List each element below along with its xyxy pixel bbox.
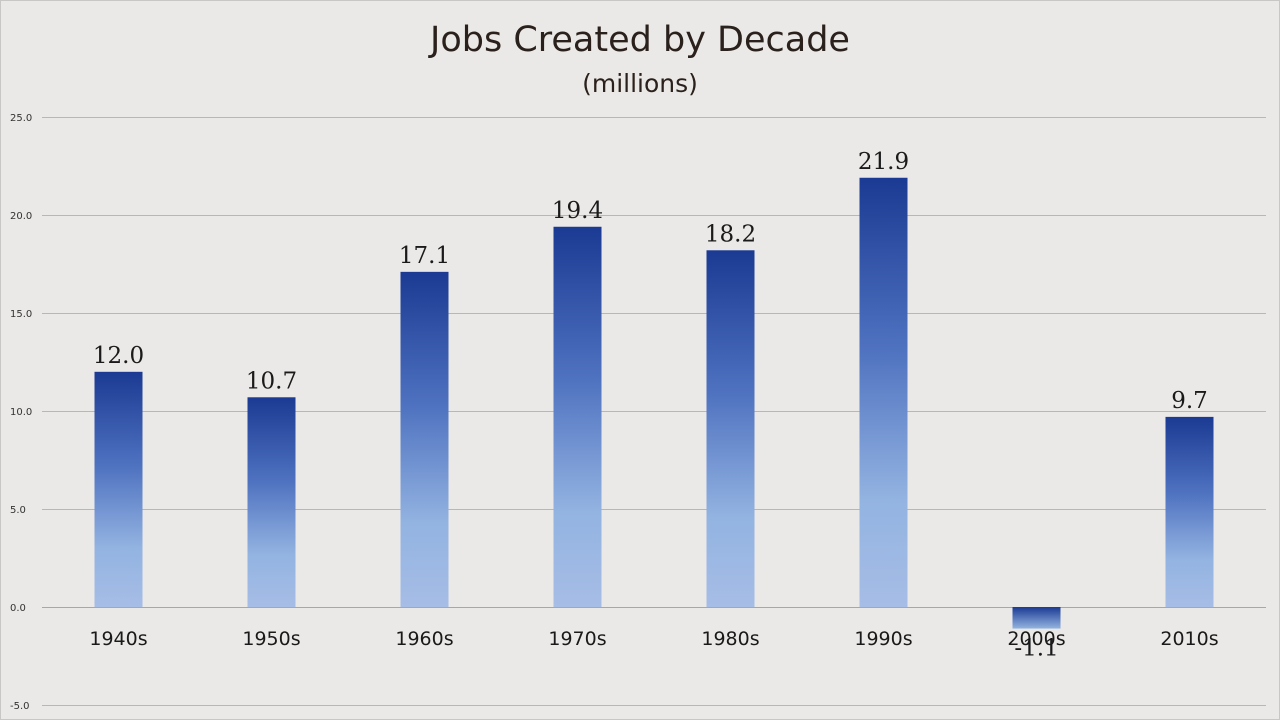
data-label-2010s: 9.7 [1171, 388, 1208, 414]
bars [94, 177, 1214, 629]
x-tick-label-1980s: 1980s [701, 628, 759, 650]
data-label-1980s: 18.2 [705, 221, 756, 247]
y-tick-label: 25.0 [10, 113, 32, 124]
x-tick-label-1970s: 1970s [548, 628, 606, 650]
gridlines [42, 117, 1266, 706]
data-label-1950s: 10.7 [246, 368, 297, 394]
data-labels: 12.0 10.7 17.1 19.4 18.2 21.9 -1.1 9.7 [93, 149, 1208, 662]
x-tick-label-1990s: 1990s [854, 628, 912, 650]
bar-1950s [247, 397, 296, 607]
bar-1970s [553, 226, 602, 607]
bar-1990s [859, 177, 908, 607]
chart-title: Jobs Created by Decade [428, 20, 850, 60]
bar-2000s [1012, 607, 1061, 629]
data-label-2000s: -1.1 [1014, 636, 1058, 662]
chart-subtitle: (millions) [582, 69, 698, 98]
data-label-1960s: 17.1 [399, 243, 450, 269]
y-tick-label: 5.0 [10, 505, 26, 516]
y-tick-label: 0.0 [10, 603, 26, 614]
y-tick-label: 15.0 [10, 309, 32, 320]
x-tick-label-1960s: 1960s [395, 628, 453, 650]
x-axis-tick-labels: 1940s 1950s 1960s 1970s 1980s 1990s 2000s 2010s [89, 628, 1218, 650]
y-axis-tick-labels: -5.0 0.0 5.0 10.0 15.0 20.0 25.0 [10, 113, 32, 712]
data-label-1990s: 21.9 [858, 149, 909, 175]
data-label-1940s: 12.0 [93, 343, 144, 369]
x-tick-label-1950s: 1950s [242, 628, 300, 650]
bar-1980s [706, 250, 755, 607]
y-tick-label: 20.0 [10, 211, 32, 222]
x-tick-label-2010s: 2010s [1160, 628, 1218, 650]
x-tick-label-2000s: 2000s [1007, 628, 1065, 650]
y-tick-label: -5.0 [10, 701, 30, 712]
x-tick-label-1940s: 1940s [89, 628, 147, 650]
bar-1960s [400, 271, 449, 607]
y-tick-label: 10.0 [10, 407, 32, 418]
bar-1940s [94, 371, 143, 607]
data-label-1970s: 19.4 [552, 198, 603, 224]
bar-2010s [1165, 416, 1214, 607]
